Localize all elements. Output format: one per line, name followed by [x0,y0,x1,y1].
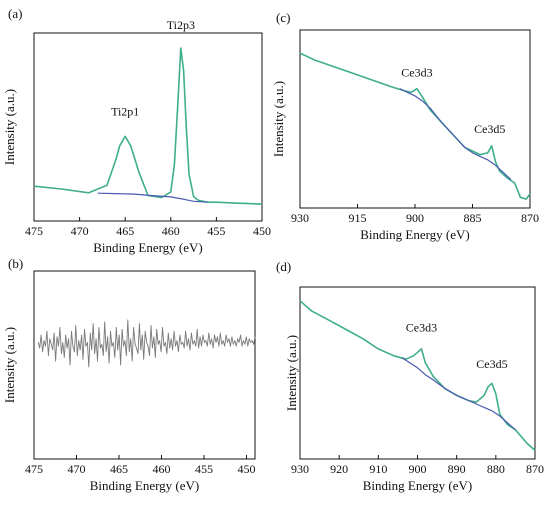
plot-frame [33,270,256,460]
x-tick-label: 870 [526,462,544,476]
peak-label: Ti2p1 [111,105,139,119]
panel-label: (b) [8,256,23,271]
x-tick-label: 880 [487,462,505,476]
peak-label: Ce3d3 [401,65,432,79]
x-tick-label: 900 [406,211,424,225]
x-tick-label: 460 [162,224,180,238]
x-tick-label: 930 [291,211,309,225]
peak-label: Ce3d5 [474,122,505,136]
y-axis-label: Intensity (a.u.) [2,89,17,165]
x-tick-label: 460 [153,462,171,476]
x-tick-label: 455 [195,462,213,476]
panel-label: (c) [276,10,290,25]
x-tick-label: 465 [110,462,128,476]
panel-label: (d) [276,259,291,274]
x-tick-label: 450 [238,462,256,476]
peak-label: Ce3d3 [406,321,437,335]
x-tick-label: 900 [409,462,427,476]
y-axis-label: Intensity (a.u.) [2,327,17,403]
x-tick-label: 885 [464,211,482,225]
x-tick-label: 890 [448,462,466,476]
peak-label: Ce3d5 [476,357,507,371]
y-axis-label: Intensity (a.u.) [284,335,299,411]
chart-panel-a: (a) 475 470 465 460 455 450 Binding Energy (eV)… [2,6,271,255]
x-tick-label: 475 [25,462,43,476]
x-axis-label: Binding Energy (eV) [363,478,473,493]
x-tick-label: 470 [71,224,89,238]
panel-label: (a) [8,6,22,21]
x-tick-label: 920 [330,462,348,476]
chart-panel-d: (d) 930 920 910 900 890 880 870 Binding Energy (… [276,259,544,493]
x-axis-label: Binding Energy (eV) [90,478,200,493]
series-line-background [401,356,516,431]
x-axis-label: Binding Energy (eV) [360,227,470,242]
x-axis-label: Binding Energy (eV) [93,240,203,255]
x-tick-label: 465 [116,224,134,238]
x-tick-label: 910 [369,462,387,476]
x-tick-label: 455 [207,224,225,238]
x-tick-label: 930 [291,462,309,476]
plot-frame [299,29,531,209]
chart-panel-b: (b) 475 470 465 460 455 450 Binding Energy (eV)… [2,256,256,493]
x-tick-label: 450 [253,224,271,238]
series-line-noisy-spectrum [37,319,256,368]
series-line-fit [33,47,263,205]
x-tick-label: 915 [349,211,367,225]
x-tick-label: 870 [521,211,539,225]
plot-frame [299,286,536,460]
x-tick-label: 475 [25,224,43,238]
series-line-background [97,192,208,203]
peak-label: Ti2p3 [167,18,195,32]
chart-panel-c: (c) 930 915 900 885 870 Binding Energy (eV) Int… [271,10,539,242]
x-tick-label: 470 [68,462,86,476]
series-line-background [399,88,512,180]
plot-frame [33,32,263,222]
y-axis-label: Intensity (a.u.) [271,81,286,157]
